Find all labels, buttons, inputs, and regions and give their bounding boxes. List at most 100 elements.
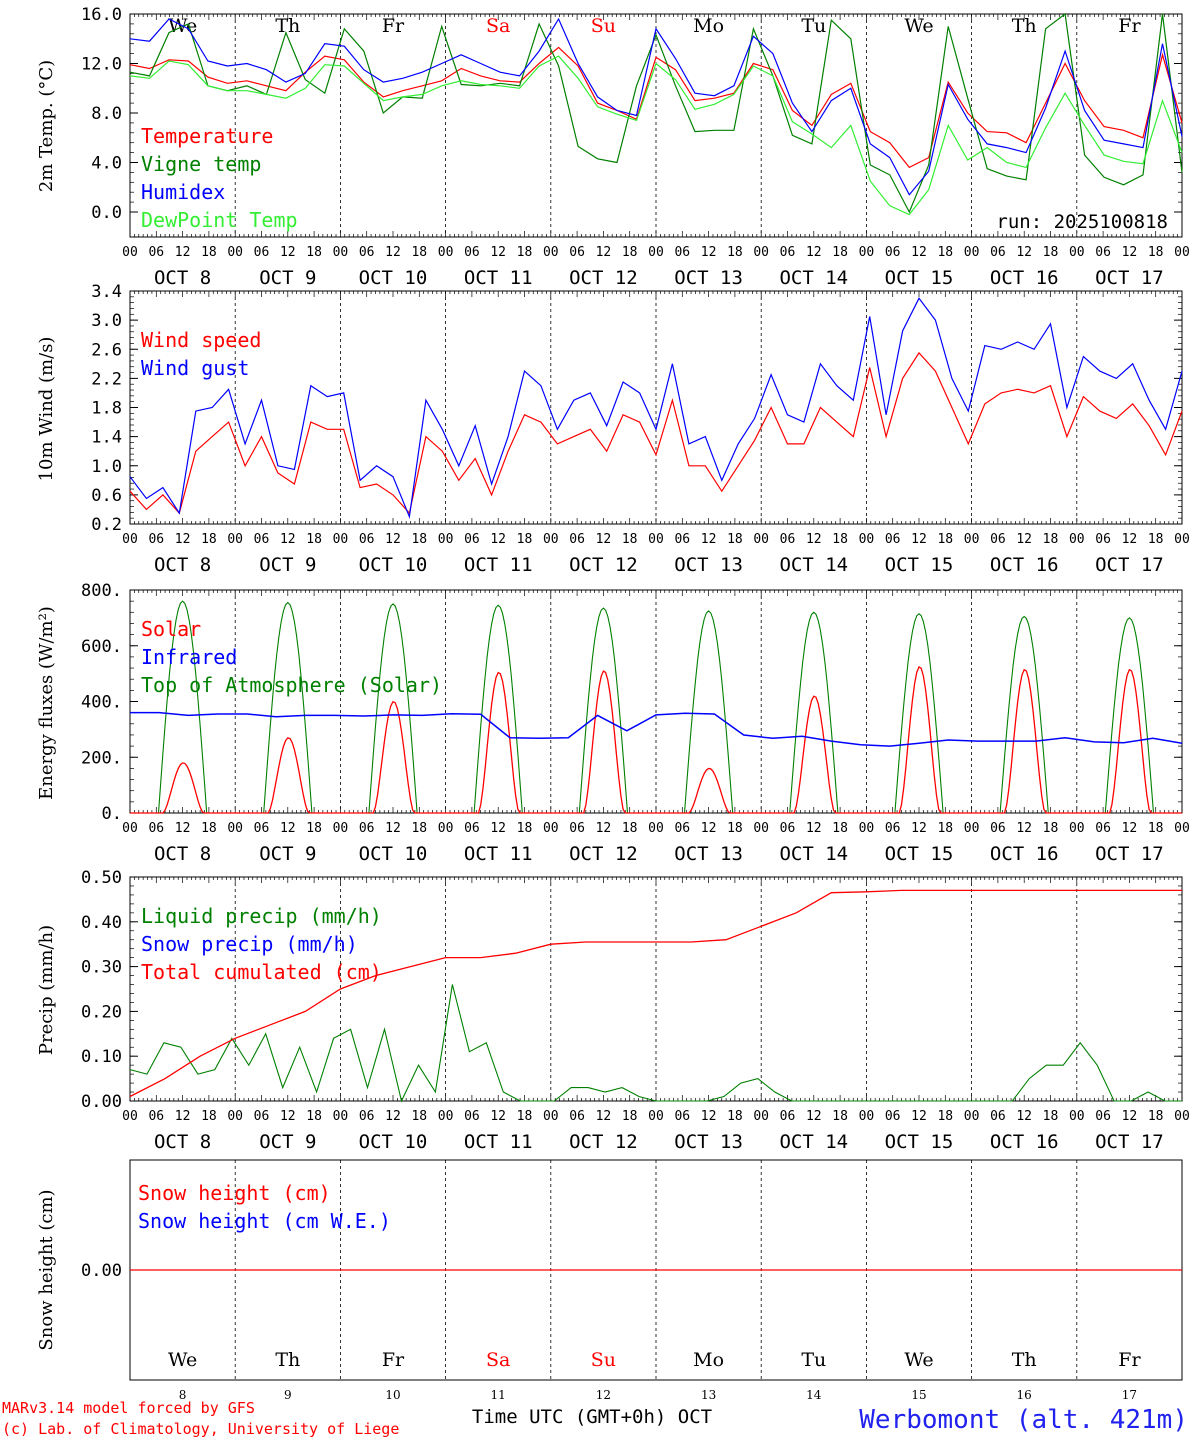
panel-precip: 0.00 0.10 0.20 0.30 0.40 0.50 Precip (mm/h) 00 0… xyxy=(36,868,1190,1153)
date-label: OCT 9 xyxy=(259,267,316,289)
hour-tick-label: 06 xyxy=(254,1109,270,1124)
hour-tick-label: 06 xyxy=(885,532,901,547)
hour-tick-label: 00 xyxy=(333,1109,349,1124)
weekday-label: We xyxy=(904,1349,933,1371)
hour-tick-label: 00 xyxy=(859,821,875,836)
y-axis-label: Precip (mm/h) xyxy=(36,925,57,1055)
hour-tick-label: 18 xyxy=(1148,532,1164,547)
credit-model: MARv3.14 model forced by GFS xyxy=(2,1399,255,1417)
hour-tick-label: 12 xyxy=(911,245,927,260)
hour-tick-label: 00 xyxy=(753,245,769,260)
date-label: OCT 9 xyxy=(259,843,316,865)
hour-tick-label: 12 xyxy=(1122,1109,1138,1124)
weekday-label: Tu xyxy=(801,1349,826,1371)
hour-tick-label: 06 xyxy=(359,1109,375,1124)
hour-tick-label: 06 xyxy=(569,245,585,260)
hour-tick-label: 00 xyxy=(964,245,980,260)
date-label: OCT 16 xyxy=(990,554,1059,576)
hour-tick-label: 00 xyxy=(648,821,664,836)
hour-tick-label: 06 xyxy=(674,245,690,260)
date-label: OCT 16 xyxy=(990,843,1059,865)
hour-tick-label: 18 xyxy=(832,1109,848,1124)
weekday-label: Fr xyxy=(382,15,405,37)
hour-tick-label: 12 xyxy=(1016,1109,1032,1124)
hour-tick-label: 00 xyxy=(859,1109,875,1124)
legend-entry: Liquid precip (mm/h) xyxy=(141,904,382,928)
hour-tick-label: 00 xyxy=(753,821,769,836)
date-label: OCT 14 xyxy=(779,1131,848,1153)
date-label: OCT 11 xyxy=(464,1131,533,1153)
y-tick-label: 3.0 xyxy=(91,311,122,331)
y-tick-label: 0.00 xyxy=(81,1261,122,1281)
hour-tick-label: 18 xyxy=(1043,1109,1059,1124)
hour-tick-label: 00 xyxy=(1174,532,1190,547)
date-label: OCT 8 xyxy=(154,554,211,576)
date-label: OCT 8 xyxy=(154,1131,211,1153)
hour-tick-label: 06 xyxy=(569,1109,585,1124)
y-tick-label: 600. xyxy=(81,637,122,657)
weekday-label: Mo xyxy=(693,15,724,37)
legend-entry: Wind speed xyxy=(141,328,261,352)
hour-tick-label: 12 xyxy=(385,245,401,260)
hour-tick-label: 06 xyxy=(148,245,164,260)
hour-tick-label: 18 xyxy=(306,245,322,260)
y-tick-label: 0. xyxy=(102,804,122,824)
series-dewpoint-temp xyxy=(129,55,1183,216)
y-tick-label: 0.00 xyxy=(81,1092,122,1112)
date-label: OCT 15 xyxy=(885,1131,954,1153)
y-tick-label: 3.4 xyxy=(91,282,122,302)
y-tick-label: 12.0 xyxy=(81,55,122,75)
weekday-label: Th xyxy=(275,1349,300,1371)
date-label: OCT 16 xyxy=(990,267,1059,289)
hour-tick-label: 12 xyxy=(596,1109,612,1124)
hour-tick-label: 12 xyxy=(806,245,822,260)
hour-tick-label: 12 xyxy=(490,532,506,547)
hour-tick-label: 00 xyxy=(122,245,138,260)
hour-tick-label: 00 xyxy=(1069,532,1085,547)
weekday-label: Mo xyxy=(693,1349,724,1371)
day-number: 11 xyxy=(491,1388,506,1402)
hour-tick-label: 18 xyxy=(622,245,638,260)
day-number: 14 xyxy=(806,1388,822,1402)
date-label: OCT 14 xyxy=(779,843,848,865)
y-tick-label: 1.4 xyxy=(91,428,122,448)
y-tick-label: 0.2 xyxy=(91,515,122,535)
footer: MARv3.14 model forced by GFS (c) Lab. of … xyxy=(2,1399,1188,1438)
date-label: OCT 8 xyxy=(154,843,211,865)
y-tick-label: 0.30 xyxy=(81,958,122,978)
y-tick-label: 0.50 xyxy=(81,868,122,888)
weekday-label: We xyxy=(904,15,933,37)
hour-tick-label: 18 xyxy=(306,821,322,836)
hour-tick-label: 06 xyxy=(359,245,375,260)
hour-tick-label: 00 xyxy=(333,532,349,547)
date-label: OCT 10 xyxy=(359,267,428,289)
hour-tick-label: 12 xyxy=(1122,532,1138,547)
hour-tick-label: 00 xyxy=(333,245,349,260)
y-tick-label: 0.20 xyxy=(81,1002,122,1022)
hour-tick-label: 18 xyxy=(306,532,322,547)
hour-tick-label: 12 xyxy=(911,821,927,836)
hour-tick-label: 12 xyxy=(490,1109,506,1124)
date-label: OCT 12 xyxy=(569,554,638,576)
y-tick-label: 4.0 xyxy=(91,154,122,174)
date-label: OCT 12 xyxy=(569,267,638,289)
y-tick-label: 800. xyxy=(81,581,122,601)
date-label: OCT 15 xyxy=(885,843,954,865)
hour-tick-label: 18 xyxy=(411,1109,427,1124)
hour-tick-label: 00 xyxy=(648,1109,664,1124)
hour-tick-label: 06 xyxy=(464,821,480,836)
hour-tick-label: 00 xyxy=(333,821,349,836)
legend-entry: Snow height (cm) xyxy=(138,1181,331,1205)
date-label: OCT 11 xyxy=(464,267,533,289)
hour-tick-label: 06 xyxy=(254,532,270,547)
hour-tick-label: 12 xyxy=(1122,245,1138,260)
hour-tick-label: 12 xyxy=(490,245,506,260)
series-vigne-temp xyxy=(129,12,1183,214)
hour-tick-label: 00 xyxy=(1069,245,1085,260)
hour-tick-label: 00 xyxy=(543,821,559,836)
hour-tick-label: 18 xyxy=(622,532,638,547)
hour-tick-label: 00 xyxy=(964,821,980,836)
day-number: 12 xyxy=(596,1388,611,1402)
y-tick-label: 0.40 xyxy=(81,913,122,933)
